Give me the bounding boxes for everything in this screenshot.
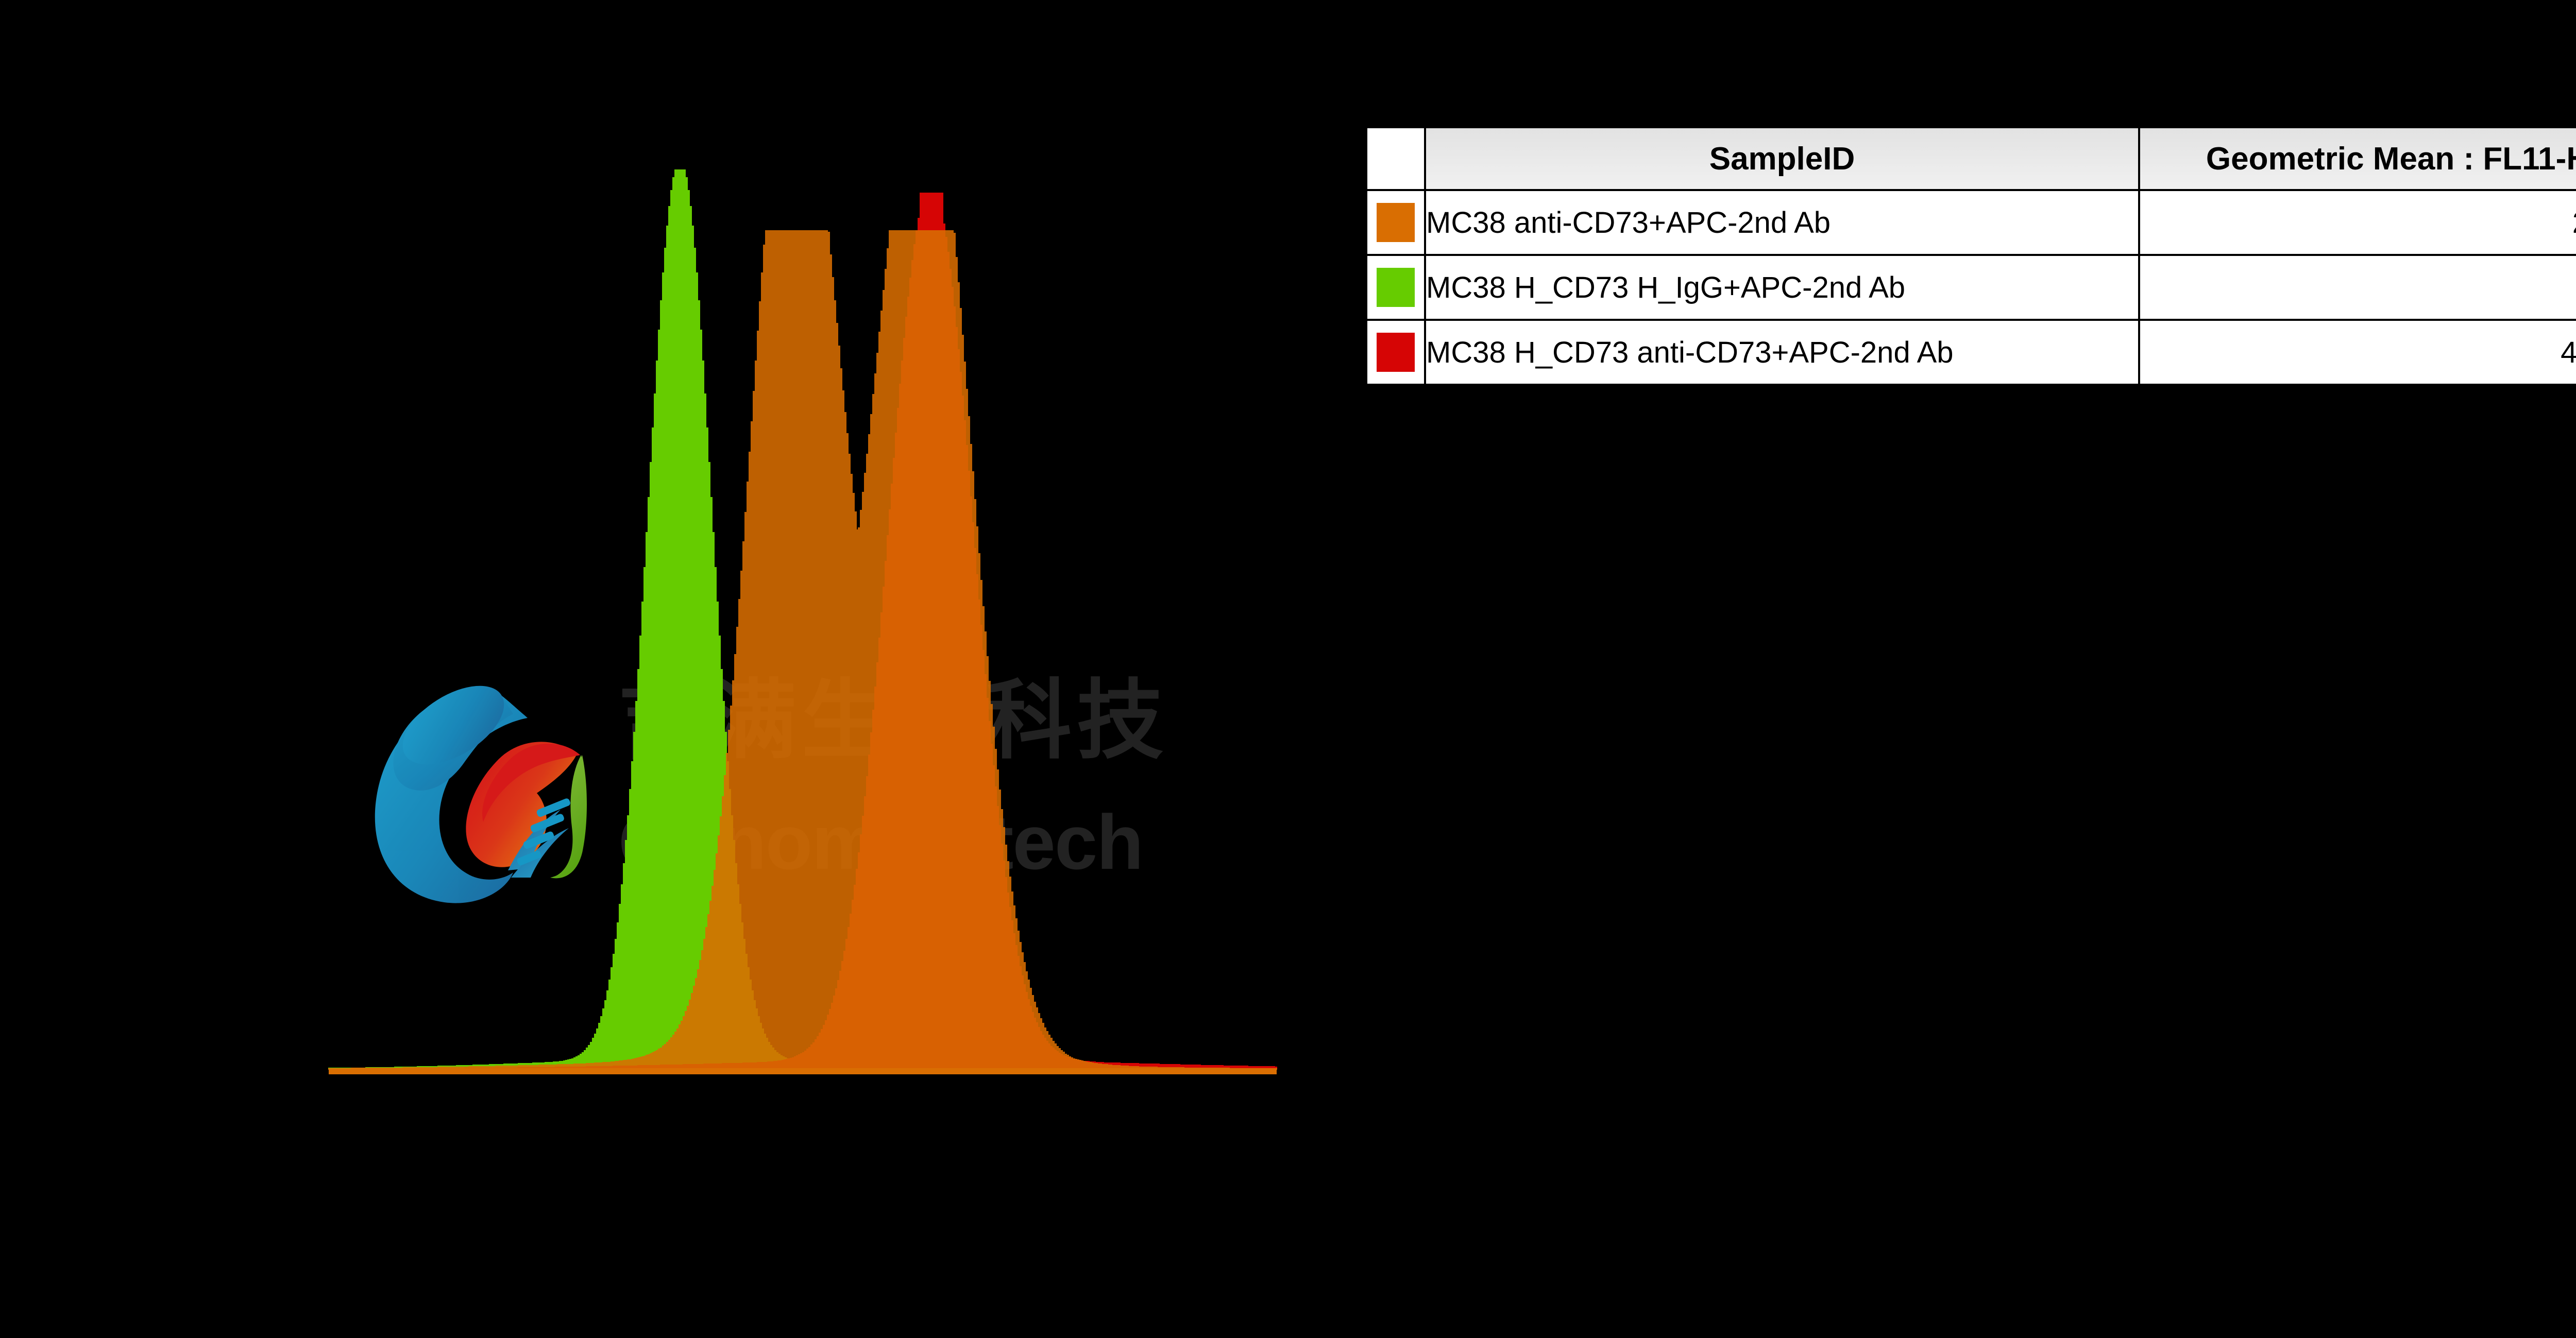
column-header-swatch — [1365, 126, 1426, 191]
table-row[interactable]: MC38 anti-CD73+APC-2nd Ab26864 — [1365, 189, 2576, 256]
table-row[interactable]: MC38 H_CD73 anti-CD73+APC-2nd Ab4.28E5 — [1365, 319, 2576, 386]
column-header-sampleid: SampleID — [1424, 126, 2140, 191]
cell-sample-id: MC38 H_CD73 H_IgG+APC-2nd Ab — [1424, 254, 2140, 321]
cell-sample-id: MC38 H_CD73 anti-CD73+APC-2nd Ab — [1424, 319, 2140, 386]
statistics-legend-table: SampleID Geometric Mean : FL11-H MC38 an… — [1365, 126, 2576, 386]
x-axis-baseline — [329, 1068, 1277, 1074]
color-swatch — [1377, 333, 1415, 372]
histogram-traces — [328, 169, 1277, 1074]
legend-swatch-red — [1365, 319, 1426, 386]
cell-sample-id: MC38 anti-CD73+APC-2nd Ab — [1424, 189, 2140, 256]
table-header-row: SampleID Geometric Mean : FL11-H — [1365, 126, 2576, 191]
statistics-panel: SampleID Geometric Mean : FL11-H MC38 an… — [1365, 126, 2576, 386]
cell-geometric-mean: 2290 — [2138, 254, 2576, 321]
table-row[interactable]: MC38 H_CD73 H_IgG+APC-2nd Ab2290 — [1365, 254, 2576, 321]
table-body: MC38 anti-CD73+APC-2nd Ab26864MC38 H_CD7… — [1365, 189, 2576, 386]
table-header: SampleID Geometric Mean : FL11-H — [1365, 126, 2576, 191]
color-swatch — [1377, 268, 1415, 307]
color-swatch — [1377, 203, 1415, 242]
cell-geometric-mean: 26864 — [2138, 189, 2576, 256]
trace-orange — [328, 230, 1277, 1070]
legend-swatch-green — [1365, 254, 1426, 321]
histogram-panel: 吉满生物科技 Genomeditech — [328, 169, 1277, 1074]
column-header-geometric-mean: Geometric Mean : FL11-H — [2138, 126, 2576, 191]
legend-swatch-orange — [1365, 189, 1426, 256]
cell-geometric-mean: 4.28E5 — [2138, 319, 2576, 386]
